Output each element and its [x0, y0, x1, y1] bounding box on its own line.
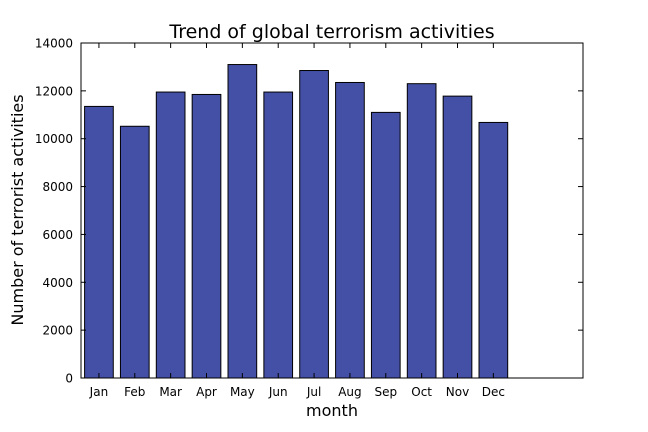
bar-dec [478, 121, 509, 379]
y-tick-label: 4000 [42, 276, 73, 290]
bar-apr [191, 93, 222, 379]
y-axis-ticks: 0 2000 4000 6000 8000 10000 12000 14000 [35, 37, 583, 386]
y-axis-title: Number of terrorist activities [8, 94, 27, 325]
bar-jun [263, 91, 294, 379]
y-tick-label: 10000 [35, 132, 73, 146]
x-tick-label-nov: Nov [446, 385, 469, 399]
x-tick-label-aug: Aug [338, 385, 361, 399]
x-axis-title: month [306, 401, 358, 420]
x-tick-label-may: May [230, 385, 255, 399]
y-tick-label: 14000 [35, 37, 73, 51]
bar-mar [155, 91, 186, 379]
x-axis-ticks: Jan Feb Mar Apr May Jun Jul Aug Sep Oct Nov Dec [89, 43, 505, 399]
y-tick-label: 0 [65, 372, 73, 386]
chart-title: Trend of global terrorism activities [168, 21, 494, 43]
x-tick-label-jul: Jul [306, 385, 321, 399]
y-tick-label: 6000 [42, 228, 73, 242]
bar-jul [299, 70, 329, 379]
y-tick-label: 2000 [42, 324, 73, 338]
x-tick-label-sep: Sep [374, 385, 397, 399]
y-tick-label: 8000 [42, 180, 73, 194]
bar-oct [406, 83, 437, 379]
x-tick-label-jun: Jun [268, 385, 288, 399]
bar-sep [370, 111, 401, 379]
bar-may [227, 64, 258, 379]
x-tick-label-mar: Mar [159, 385, 182, 399]
bar-feb [119, 125, 150, 379]
plot-frame [80, 42, 584, 379]
bar-nov [442, 95, 473, 379]
x-tick-label-apr: Apr [196, 385, 217, 399]
x-tick-label-oct: Oct [411, 385, 432, 399]
y-tick-label: 12000 [35, 84, 73, 98]
bar-jan [84, 105, 114, 379]
bar-aug [335, 81, 365, 379]
bars-group [84, 64, 509, 379]
x-tick-label-jan: Jan [89, 385, 109, 399]
x-tick-label-dec: Dec [482, 385, 505, 399]
x-tick-label-feb: Feb [124, 385, 145, 399]
